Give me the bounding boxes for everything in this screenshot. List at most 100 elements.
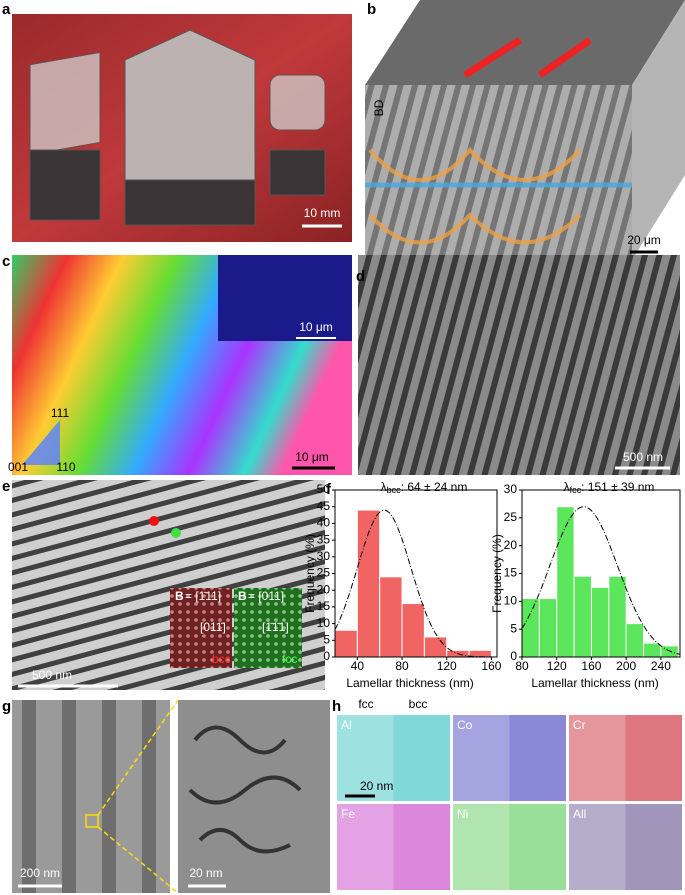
scale-text: 10 μm	[299, 320, 333, 334]
histograms: 0 5 10 15 20 25 30 35 40 45 50 40 80 120 160 Lamellar t…	[303, 480, 681, 690]
axis-label: BD	[372, 99, 386, 116]
bar	[423, 636, 448, 658]
bar	[590, 586, 610, 658]
eds-map-bcc	[393, 715, 450, 801]
direction: [1̄1̄1]	[262, 620, 289, 634]
x-tick-label: 80	[515, 659, 529, 673]
bar	[538, 598, 558, 658]
bar	[401, 603, 425, 658]
eds-maps: Al Co Cr Fe Ni All 20 nm	[337, 715, 682, 890]
panel-label: h	[332, 698, 341, 715]
y-tick-label: 25	[504, 510, 518, 524]
y-tick-label: 0	[510, 649, 517, 663]
eds-map-bcc	[509, 715, 566, 801]
panel-label: b	[367, 1, 376, 18]
panel-label: e	[2, 478, 10, 495]
direction: [011̄]	[200, 620, 226, 634]
phase-label: bcc	[409, 697, 428, 711]
element-label: Cr	[573, 718, 586, 732]
y-axis-label: Frequency (%)	[490, 534, 504, 613]
eds-map-bcc	[393, 804, 450, 890]
sem-image	[358, 255, 680, 475]
y-tick-label: 10	[317, 616, 331, 630]
bar	[334, 629, 358, 658]
eds-map-bcc	[509, 804, 566, 890]
panel-label: c	[2, 253, 10, 270]
bar	[608, 575, 627, 658]
zoom-line	[97, 826, 179, 894]
scale-text: 10 μm	[295, 450, 329, 464]
x-tick-label: 120	[547, 659, 567, 673]
eds-map	[569, 804, 682, 890]
scale-text: 20 μm	[627, 233, 661, 247]
y-tick-label: 10	[504, 594, 518, 608]
texture	[188, 725, 302, 854]
y-tick-label: 30	[317, 549, 331, 563]
x-tick-label: 40	[351, 659, 365, 673]
eds-map-bcc	[625, 804, 682, 890]
y-tick-label: 35	[317, 532, 331, 546]
zoom-line	[97, 699, 179, 816]
scale-text: 500 nm	[32, 668, 72, 682]
scale-text: 500 nm	[623, 450, 663, 464]
annotation-subscript: bcc	[387, 485, 402, 495]
y-tick-label: 5	[323, 632, 330, 646]
y-tick-label: 5	[510, 621, 517, 635]
element-label: Ni	[457, 807, 468, 821]
x-tick-label: 200	[616, 659, 636, 673]
zone-axis: = [011]	[248, 589, 284, 603]
scale-text: 20 nm	[360, 779, 393, 793]
y-tick-label: 15	[504, 566, 518, 580]
x-tick-label: 160	[581, 659, 601, 673]
annotation-symbol: λ	[564, 480, 570, 494]
element-label: All	[573, 807, 586, 821]
eds-map	[569, 715, 682, 801]
marker	[149, 516, 159, 526]
y-tick-label: 50	[317, 482, 331, 496]
y-tick-label: 20	[317, 582, 331, 596]
bar	[556, 506, 575, 658]
bar	[643, 642, 662, 658]
bar	[521, 598, 540, 658]
eds-map-bcc	[625, 715, 682, 801]
eds-map	[337, 715, 450, 801]
phase-label: fcc	[358, 697, 373, 711]
y-tick-label: 45	[317, 499, 331, 513]
ipf-label: 110	[56, 460, 75, 474]
x-tick-label: 240	[651, 659, 671, 673]
bar	[625, 623, 645, 658]
arrow	[463, 37, 522, 78]
lattice-objects	[29, 29, 326, 226]
melt-pools	[368, 146, 582, 245]
zone-axis: = [1̄11]	[185, 589, 221, 603]
x-tick-label: 80	[395, 659, 409, 673]
annotation-subscript: fcc	[570, 485, 582, 495]
y-tick-label: 30	[504, 482, 518, 496]
zoom-box	[85, 814, 99, 828]
panel-label: d	[356, 268, 365, 285]
eds-map	[453, 804, 566, 890]
marker	[171, 528, 181, 538]
x-tick-label: 120	[437, 659, 457, 673]
annotation-text: : 64 ± 24 nm	[401, 480, 468, 494]
bar	[379, 576, 403, 658]
inset-map	[218, 255, 352, 341]
y-tick-label: 40	[317, 516, 331, 530]
y-tick-label: 15	[317, 599, 331, 613]
x-axis-label: Lamellar thickness (nm)	[531, 676, 658, 690]
cube-top	[365, 0, 685, 85]
scale-text: 20 nm	[189, 866, 222, 880]
element-label: Al	[341, 718, 352, 732]
fit-annotation: λbcc: 64 ± 24 nm	[381, 480, 468, 495]
annotation-text: : 151 ± 39 nm	[581, 480, 654, 494]
y-axis-label: Frequency (%)	[303, 534, 317, 613]
y-tick-label: 20	[504, 538, 518, 552]
tint	[170, 588, 232, 668]
x-tick-label: 160	[481, 659, 501, 673]
bar	[573, 575, 592, 658]
panel-label: f	[326, 481, 332, 498]
y-tick-label: 25	[317, 566, 331, 580]
beam-symbol: B	[238, 589, 247, 603]
fit-annotation: λfcc: 151 ± 39 nm	[564, 480, 655, 495]
fit-curve	[334, 509, 497, 658]
